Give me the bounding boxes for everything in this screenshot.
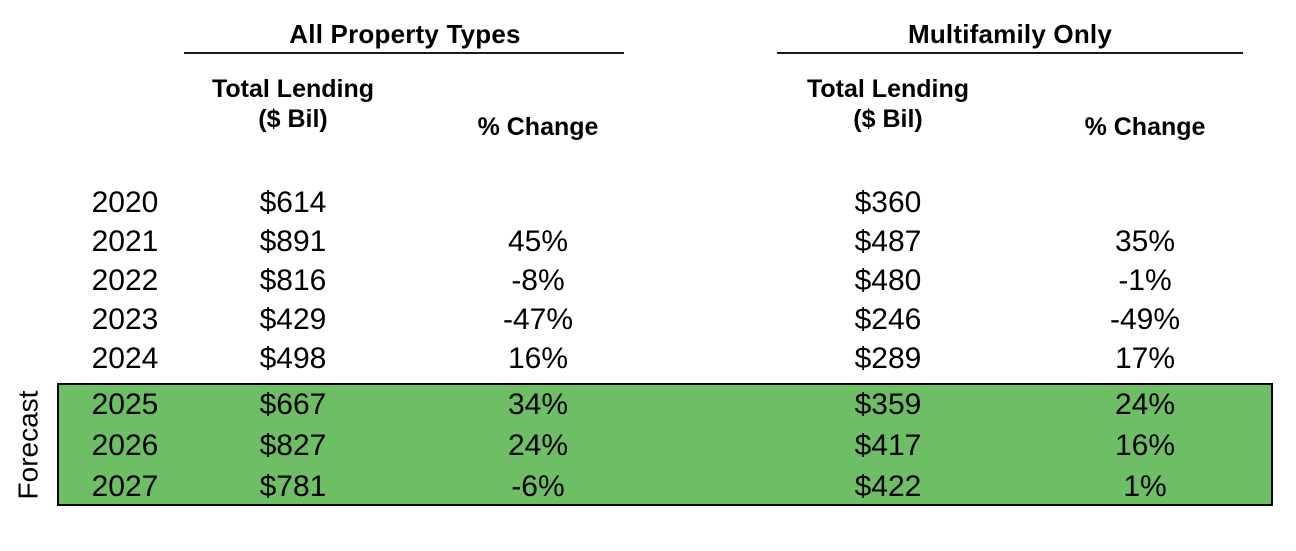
cell-lending-mf: $359: [854, 388, 922, 421]
cell-change-all: 45%: [507, 225, 569, 258]
column-header-total-lending-all: Total Lending ($ Bil): [173, 74, 413, 134]
cell-lending-all: $816: [259, 264, 327, 297]
cell-change-mf: 17%: [1114, 342, 1176, 375]
cell-year: 2026: [91, 429, 159, 462]
table-row-2026-forecast: 2026 $827 24% $417 16%: [0, 425, 1296, 466]
cell-year: 2022: [91, 264, 159, 297]
cell-change-all: -8%: [511, 264, 565, 297]
table-row-2021: 2021 $891 45% $487 35%: [0, 222, 1296, 261]
group-title-multifamily-only: Multifamily Only: [907, 19, 1112, 49]
total-lending-label: Total Lending: [806, 75, 969, 103]
forecast-highlight-box: [57, 383, 1273, 506]
cell-change-mf: 1%: [1123, 470, 1167, 503]
cell-lending-mf: $422: [854, 470, 922, 503]
cell-lending-mf: $246: [854, 303, 922, 336]
lending-unit-label: ($ Bil): [853, 105, 923, 133]
cell-year: 2025: [91, 388, 159, 421]
group-title-all-property-types: All Property Types: [289, 19, 521, 49]
total-lending-label: Total Lending: [211, 75, 374, 103]
lending-unit-label: ($ Bil): [258, 105, 328, 133]
table-row-2020: 2020 $614 $360: [0, 183, 1296, 222]
group-underline-multifamily-only: [777, 52, 1243, 54]
table-row-2025-forecast: 2025 $667 34% $359 24%: [0, 384, 1296, 425]
table-row-2024: 2024 $498 16% $289 17%: [0, 339, 1296, 378]
cell-lending-mf: $417: [854, 429, 922, 462]
cell-lending-all: $429: [259, 303, 327, 336]
cell-change-mf: 24%: [1114, 388, 1176, 421]
cell-change-all: [393, 183, 683, 222]
table-row-2023: 2023 $429 -47% $246 -49%: [0, 300, 1296, 339]
cell-change-mf: 16%: [1114, 429, 1176, 462]
table-row-2022: 2022 $816 -8% $480 -1%: [0, 261, 1296, 300]
cell-lending-mf: $487: [854, 225, 922, 258]
cell-lending-all: $614: [259, 186, 327, 219]
cell-lending-all: $891: [259, 225, 327, 258]
column-header-total-lending-mf: Total Lending ($ Bil): [768, 74, 1008, 134]
cell-change-all: -47%: [502, 303, 574, 336]
group-underline-all-property-types: [184, 52, 624, 54]
column-header-pct-change-all: % Change: [477, 113, 599, 141]
cell-lending-all: $781: [259, 470, 327, 503]
column-header-pct-change-mf: % Change: [1084, 113, 1206, 141]
cell-change-mf: -49%: [1109, 303, 1181, 336]
cell-year: 2020: [91, 186, 159, 219]
cell-lending-mf: $360: [854, 186, 922, 219]
cell-change-mf: -1%: [1118, 264, 1172, 297]
cell-change-all: 34%: [507, 388, 569, 421]
cell-lending-mf: $480: [854, 264, 922, 297]
cell-change-all: 24%: [507, 429, 569, 462]
cell-change-mf: 35%: [1114, 225, 1176, 258]
table-row-2027-forecast: 2027 $781 -6% $422 1%: [0, 466, 1296, 507]
cell-change-all: 16%: [507, 342, 569, 375]
cell-year: 2027: [91, 470, 159, 503]
cell-change-all: -6%: [511, 470, 565, 503]
cell-change-mf: [1025, 183, 1265, 222]
cell-year: 2021: [91, 225, 159, 258]
cell-lending-all: $667: [259, 388, 327, 421]
cell-lending-mf: $289: [854, 342, 922, 375]
cell-lending-all: $827: [259, 429, 327, 462]
cell-year: 2023: [91, 303, 159, 336]
cell-year: 2024: [91, 342, 159, 375]
cell-lending-all: $498: [259, 342, 327, 375]
